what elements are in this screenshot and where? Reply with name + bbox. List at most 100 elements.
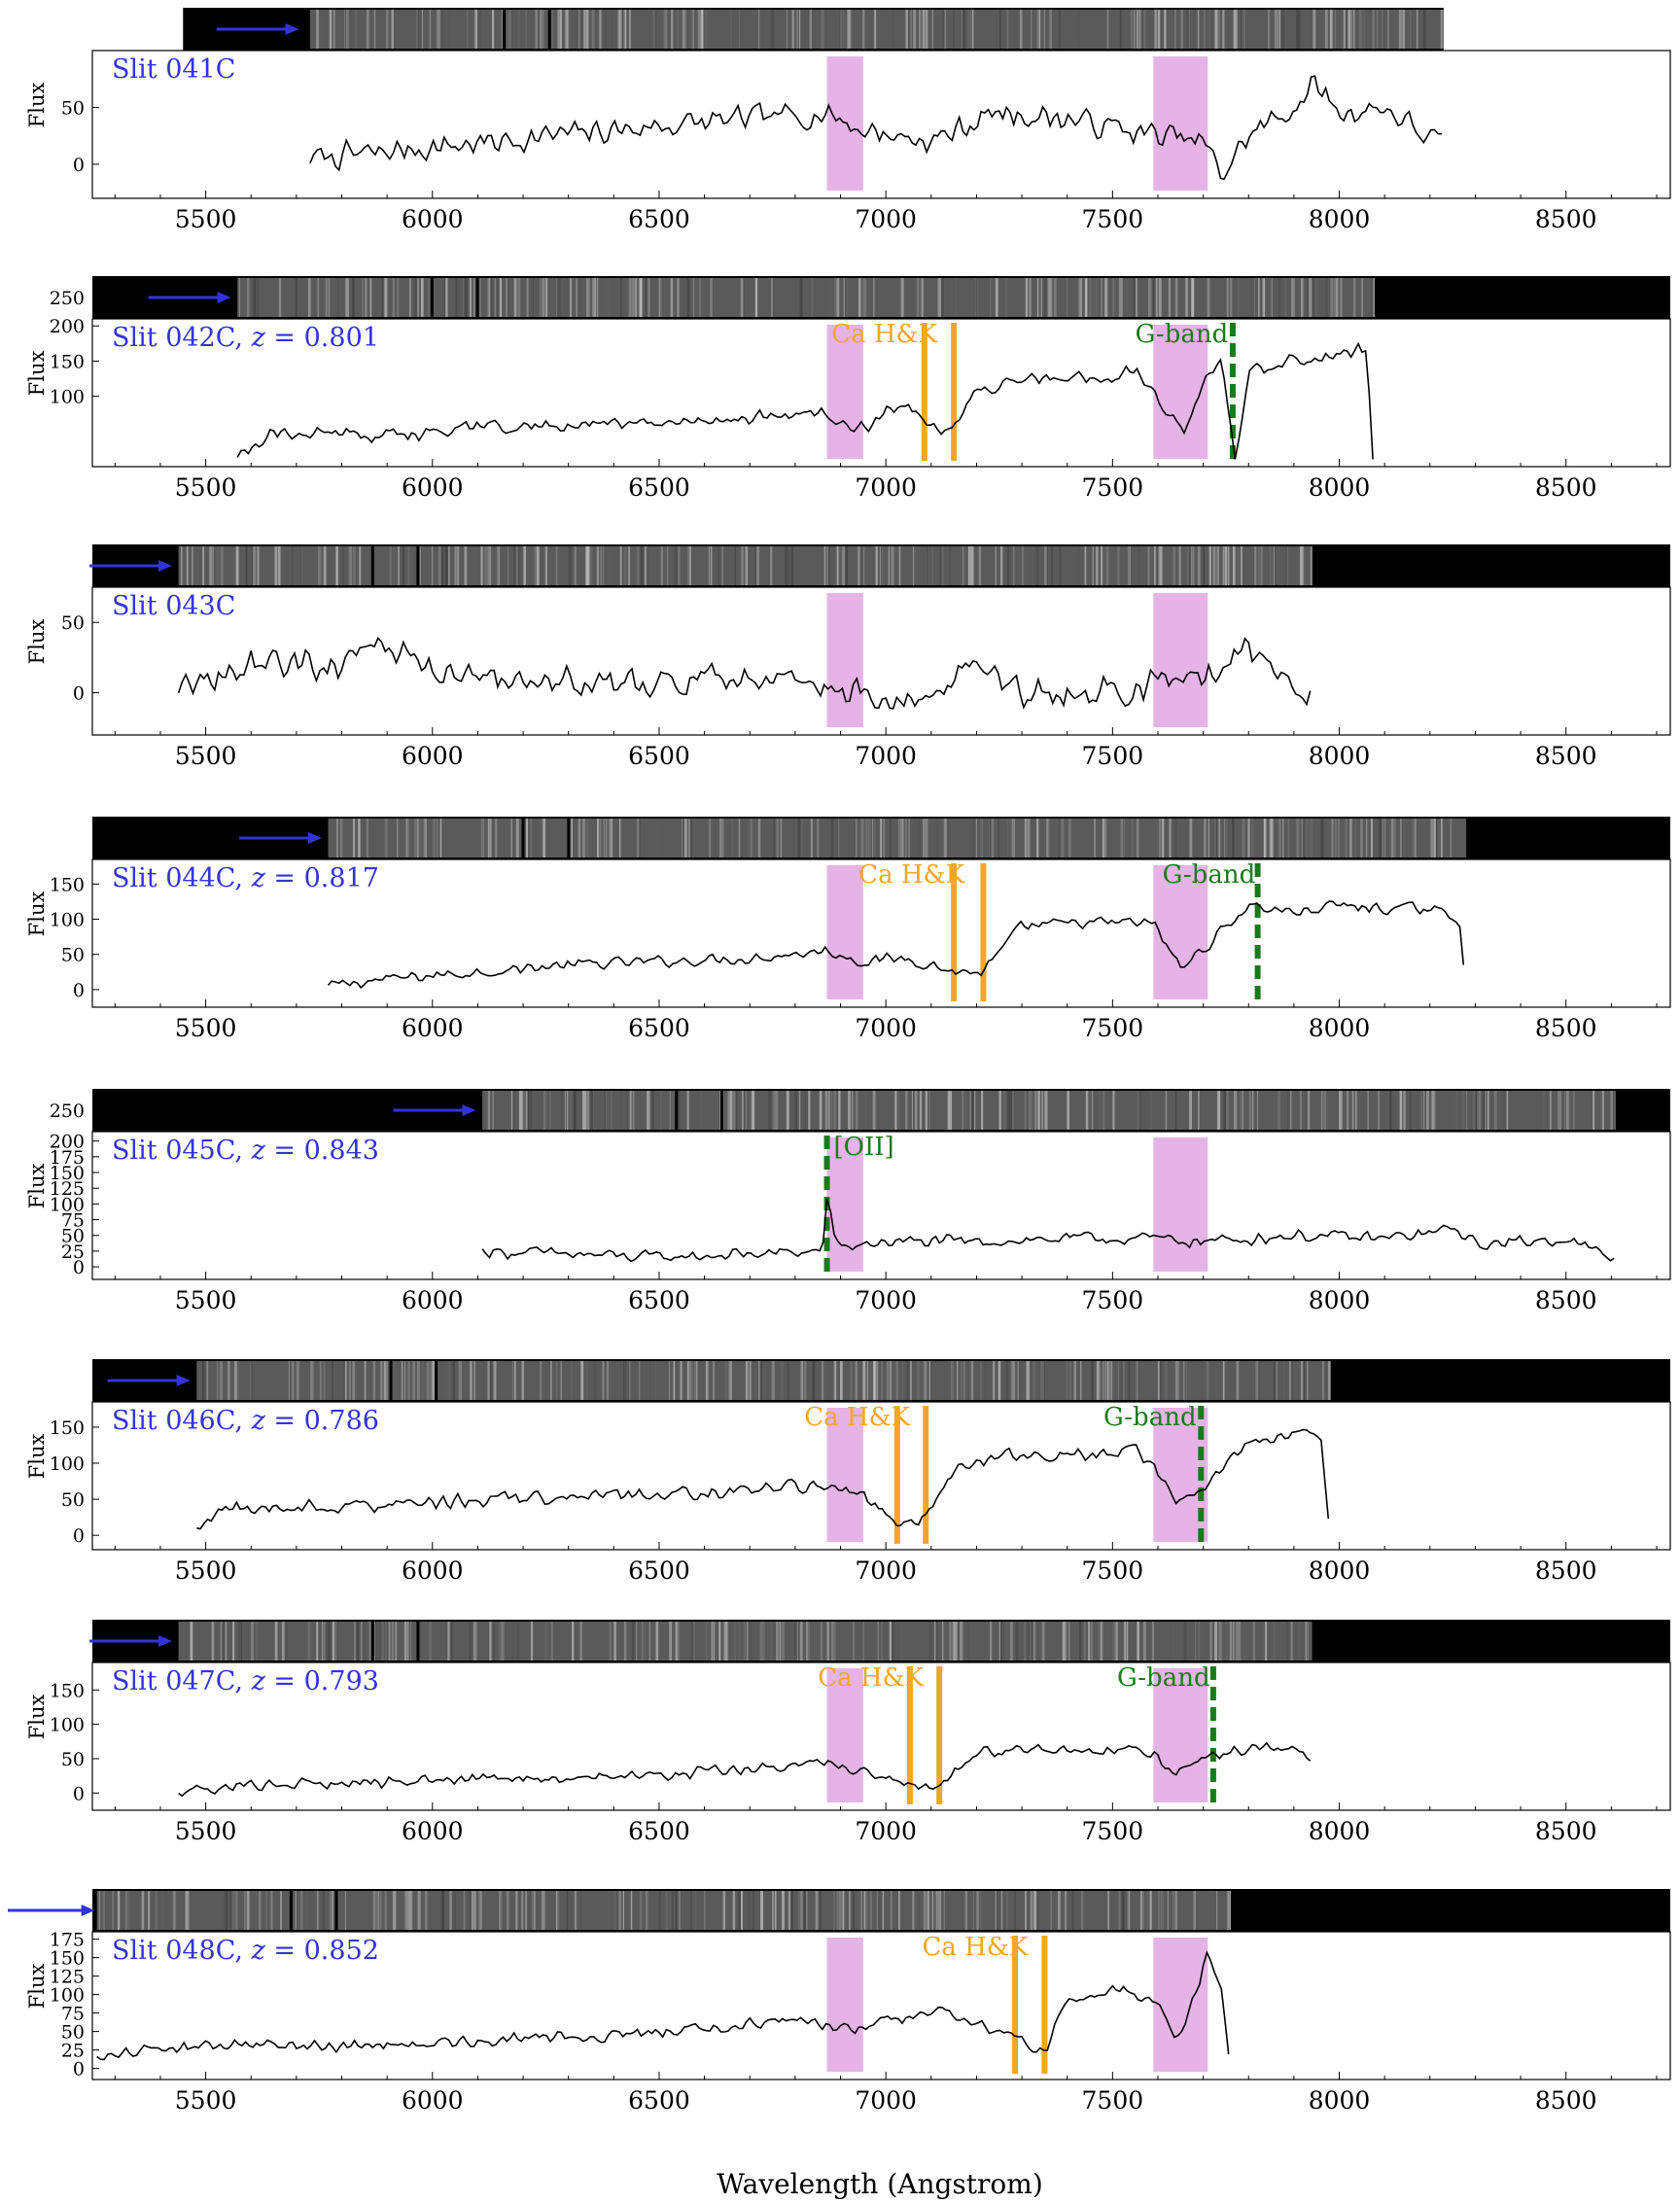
strip-column: [380, 1622, 382, 1661]
strip-column: [690, 1361, 693, 1400]
strip-column: [1348, 10, 1350, 49]
strip-column: [825, 546, 828, 585]
strip-column: [576, 278, 578, 317]
strip-column: [1167, 1891, 1169, 1930]
spectral-line-label: Ca H&K: [922, 1933, 1028, 1962]
strip-column: [680, 1361, 682, 1400]
strip-column: [1106, 10, 1109, 49]
strip-column: [620, 10, 624, 49]
strip-column: [619, 546, 622, 585]
strip-column: [1089, 278, 1092, 317]
strip-column: [487, 1091, 491, 1130]
strip-column: [1158, 819, 1162, 857]
strip-column: [1390, 819, 1394, 857]
strip-column: [463, 1891, 467, 1930]
strip-column: [1078, 278, 1082, 317]
strip-column: [752, 819, 754, 857]
strip-column: [318, 546, 321, 585]
strip-column: [512, 1091, 515, 1130]
strip-column: [1159, 546, 1163, 585]
strip-column: [746, 1622, 748, 1661]
strip-column: [1080, 278, 1082, 317]
spectral-line-label: Ca H&K: [804, 1403, 910, 1432]
strip-column: [1080, 1361, 1082, 1400]
strip-column: [1104, 278, 1108, 317]
x-tick-label: 8000: [1309, 473, 1371, 502]
strip-column: [1483, 1091, 1486, 1130]
strip-column: [1235, 1091, 1238, 1130]
strip-column: [1218, 819, 1221, 857]
strip-column: [1024, 819, 1028, 857]
strip-column: [385, 1891, 387, 1930]
redshift-symbol: z: [251, 863, 266, 893]
strip-column: [998, 819, 999, 857]
spectrum-trace: [178, 1741, 1312, 1798]
slit-name: Slit 046C,: [112, 1406, 252, 1436]
strip-column: [599, 819, 602, 857]
strip-column: [586, 278, 588, 317]
strip-column: [433, 819, 436, 857]
strip-column: [244, 1891, 246, 1930]
spectrum-trace: [309, 75, 1442, 181]
strip-column: [682, 10, 685, 49]
telluric-band: [1153, 56, 1208, 191]
strip-column: [536, 546, 540, 585]
strip-column: [881, 546, 884, 585]
strip-column: [1124, 1622, 1127, 1661]
strip-column: [1157, 10, 1161, 49]
strip-column: [1107, 1891, 1110, 1930]
strip-column: [618, 1891, 621, 1930]
strip-column: [659, 1091, 662, 1130]
strip-column: [494, 278, 496, 317]
redshift-value: = 0.786: [265, 1406, 379, 1436]
strip-column: [632, 1091, 635, 1130]
strip-column: [1218, 10, 1220, 49]
strip-column: [749, 1361, 752, 1400]
x-tick-label: 7000: [855, 2086, 917, 2115]
strip-column: [555, 1361, 558, 1400]
slit-arrow-head: [462, 1104, 476, 1116]
strip-column: [557, 1891, 560, 1930]
strip-column: [566, 1891, 569, 1930]
strip-column: [1004, 1891, 1008, 1930]
strip-column: [768, 1091, 771, 1130]
strip-column: [786, 1091, 789, 1130]
strip-column: [639, 1361, 641, 1400]
strip-column: [836, 546, 839, 585]
strip-column: [1133, 278, 1137, 317]
strip-column: [513, 546, 515, 585]
strip-column: [1040, 1361, 1043, 1400]
strip-column: [1009, 1622, 1013, 1661]
strip-column: [1382, 819, 1384, 857]
strip-column: [711, 1622, 713, 1661]
strip-column: [533, 1891, 536, 1930]
x-tick-label: 8000: [1309, 205, 1371, 233]
strip-column: [384, 1361, 388, 1400]
strip-column: [976, 1891, 979, 1930]
strip-column: [1005, 1622, 1008, 1661]
strip-column: [946, 278, 950, 317]
strip-column: [1102, 1091, 1105, 1130]
strip-column: [1383, 819, 1387, 857]
strip-column: [379, 1891, 382, 1930]
strip-column: [225, 1891, 228, 1930]
strip-column: [772, 1091, 775, 1130]
strip-column: [387, 1622, 390, 1661]
strip-column: [851, 1091, 854, 1130]
strip-column: [1028, 1361, 1031, 1400]
strip-column: [499, 1891, 503, 1930]
strip-column: [345, 10, 349, 49]
y-tick-label: 100: [50, 1985, 85, 2007]
strip-column: [1242, 819, 1245, 857]
strip-column: [473, 278, 475, 317]
strip-column: [1356, 819, 1359, 857]
strip-column: [440, 546, 444, 585]
strip-column: [470, 1361, 472, 1400]
strip-column: [946, 819, 949, 857]
strip-column: [724, 1361, 728, 1400]
x-tick-label: 7000: [855, 742, 917, 770]
strip-column: [957, 1361, 959, 1400]
strip-column: [419, 546, 421, 585]
strip-column: [557, 10, 560, 49]
strip-column: [858, 546, 860, 585]
